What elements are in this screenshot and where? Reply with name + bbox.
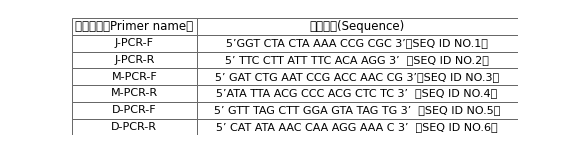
Text: 5’GGT CTA CTA AAA CCG CGC 3’（SEQ ID NO.1）: 5’GGT CTA CTA AAA CCG CGC 3’（SEQ ID NO.1… [226,38,488,48]
Bar [197,85,518,102]
Bar [72,102,197,119]
Text: M-PCR-R: M-PCR-R [111,88,158,98]
Text: M-PCR-F: M-PCR-F [112,72,157,82]
Bar [72,119,197,135]
Text: 5’ TTC CTT ATT TTC ACA AGG 3’  （SEQ ID NO.2）: 5’ TTC CTT ATT TTC ACA AGG 3’ （SEQ ID NO… [225,55,489,65]
Text: 5’ATA TTA ACG CCC ACG CTC TC 3’  （SEQ ID NO.4）: 5’ATA TTA ACG CCC ACG CTC TC 3’ （SEQ ID … [216,88,498,98]
Text: 5’ GTT TAG CTT GGA GTA TAG TG 3’  （SEQ ID NO.5）: 5’ GTT TAG CTT GGA GTA TAG TG 3’ （SEQ ID… [214,105,500,115]
Text: 引物名称（Primer name）: 引物名称（Primer name） [75,20,193,33]
Text: 引物序列(Sequence): 引物序列(Sequence) [309,20,405,33]
Text: D-PCR-R: D-PCR-R [111,122,157,132]
Bar [197,18,518,35]
Text: J-PCR-R: J-PCR-R [114,55,155,65]
Text: D-PCR-F: D-PCR-F [112,105,156,115]
Bar [197,68,518,85]
Text: J-PCR-F: J-PCR-F [115,38,154,48]
Bar [72,35,197,52]
Bar [197,52,518,68]
Text: 5’ GAT CTG AAT CCG ACC AAC CG 3’（SEQ ID NO.3）: 5’ GAT CTG AAT CCG ACC AAC CG 3’（SEQ ID … [215,72,499,82]
Bar [197,35,518,52]
Bar [72,52,197,68]
Bar [197,119,518,135]
Bar [197,102,518,119]
Bar [72,68,197,85]
Bar [72,85,197,102]
Text: 5’ CAT ATA AAC CAA AGG AAA C 3’  （SEQ ID NO.6）: 5’ CAT ATA AAC CAA AGG AAA C 3’ （SEQ ID … [216,122,498,132]
Bar [72,18,197,35]
